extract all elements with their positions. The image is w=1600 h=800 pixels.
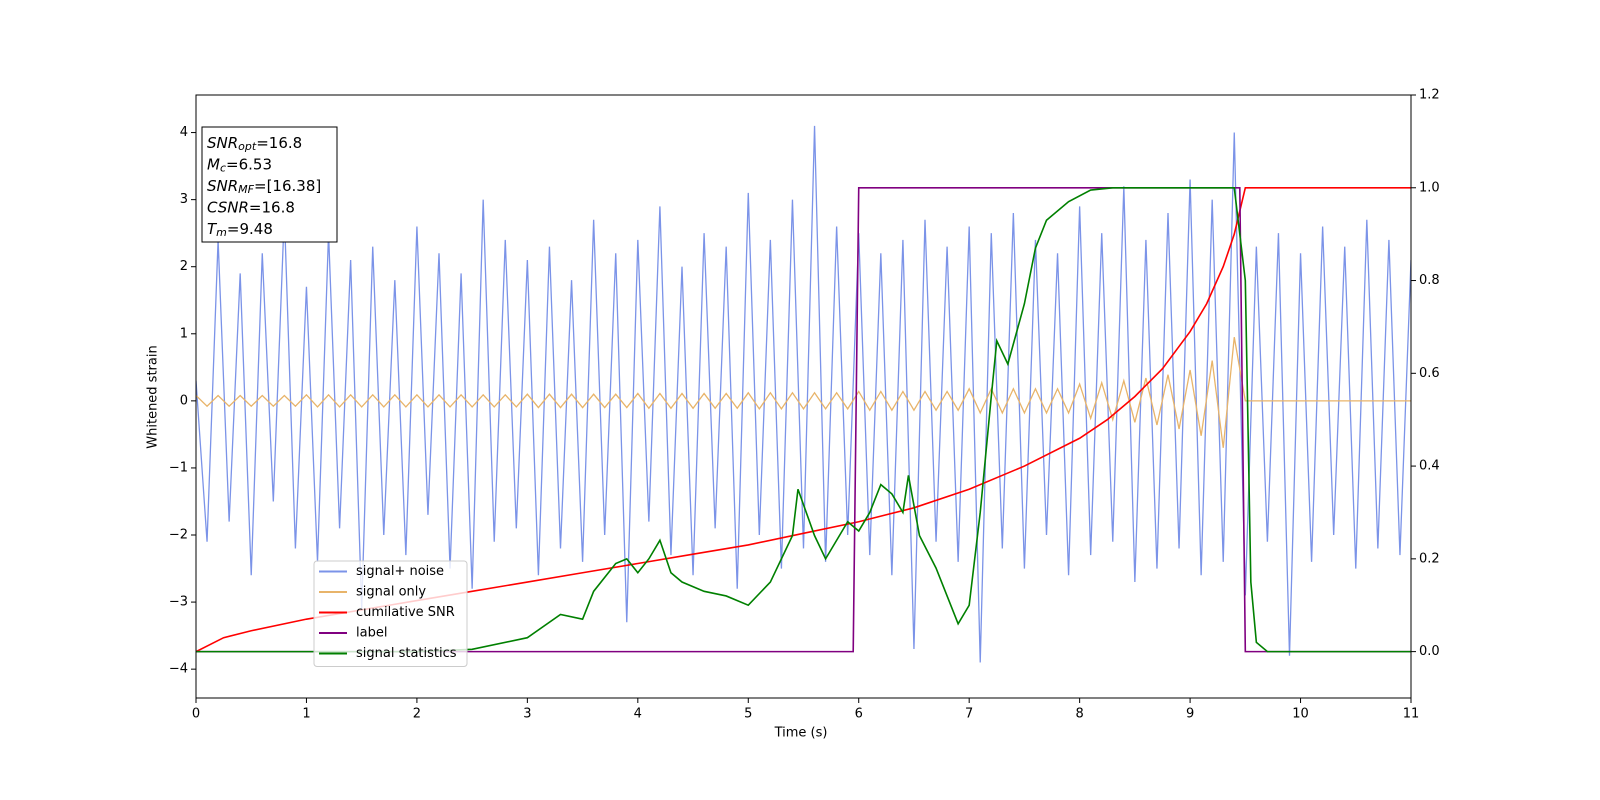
legend-label: signal statistics [356,646,457,661]
y2-tick-label: 1.0 [1419,180,1440,195]
y-tick-label: −3 [169,595,188,610]
x-axis-label: Time (s) [774,726,828,741]
annotation: SNRopt=16.8Mc=6.53SNRMF=[16.38]CSNR=16.8… [201,126,338,243]
y-tick-label: −4 [169,662,188,677]
x-tick-label: 1 [302,707,310,722]
annotation-rest: =9.48 [227,220,273,238]
annotation-main: CSNR [207,198,249,216]
annotation-main: M [207,155,220,173]
y2-tick-label: 0.2 [1419,551,1440,566]
x-tick-label: 3 [523,707,531,722]
annotation-text: CSNR=16.8 [207,198,295,216]
x-tick-label: 10 [1292,707,1309,722]
y2-tick-label: 0.8 [1419,273,1440,288]
annotation-rest: =[16.38] [254,177,321,195]
x-tick-label: 5 [744,707,752,722]
annotation-rest: =6.53 [226,155,272,173]
legend-label: signal+ noise [356,564,444,579]
x-tick-label: 2 [413,707,421,722]
y2-tick-label: 0.0 [1419,644,1440,659]
annotation-sub: opt [238,140,257,153]
x-tick-label: 0 [192,707,200,722]
legend-label: signal only [356,585,426,600]
x-tick-label: 9 [1186,707,1194,722]
x-tick-label: 11 [1403,707,1420,722]
annotation-sub: m [216,226,227,239]
y2-tick-label: 0.4 [1419,459,1440,474]
annotation-sub: MF [238,183,254,196]
y-tick-label: 2 [180,259,188,274]
annotation-sub: c [220,162,226,175]
annotation-main: SNR [207,134,238,152]
y-tick-label: 0 [180,393,188,408]
x-tick-label: 7 [965,707,973,722]
y2-tick-label: 0.6 [1419,366,1440,381]
annotation-text: SNRMF=[16.38] [207,177,321,197]
annotation-rest: =16.8 [249,198,295,216]
legend-box [313,560,468,667]
annotation-text: Tm=9.48 [207,220,273,240]
annotation-text: Mc=6.53 [207,155,272,175]
x-tick-label: 6 [855,707,863,722]
y-tick-label: 4 [180,125,188,140]
y-tick-label: 1 [180,326,188,341]
annotation-main: T [207,220,218,238]
x-tick-label: 8 [1075,707,1083,722]
y-tick-label: −2 [169,528,188,543]
legend-label: cumilative SNR [356,605,455,620]
legend: signal+ noise signal only cumilative SNR la… [313,560,468,667]
annotation-main: SNR [207,177,238,195]
series-line [196,337,1411,448]
y2-tick-label: 1.2 [1419,88,1440,103]
y-tick-label: 3 [180,192,188,207]
y-axis-label: Whitened strain [146,345,161,448]
annotation-rest: =16.8 [256,134,302,152]
plot-frame [195,94,1412,699]
x-tick-label: 4 [634,707,642,722]
annotation-box [201,126,338,243]
series-line [196,186,1411,653]
annotation-text: SNRopt=16.8 [207,134,302,154]
series-line [196,125,1411,663]
legend-label: label [356,626,387,641]
y-tick-label: −1 [169,460,188,475]
